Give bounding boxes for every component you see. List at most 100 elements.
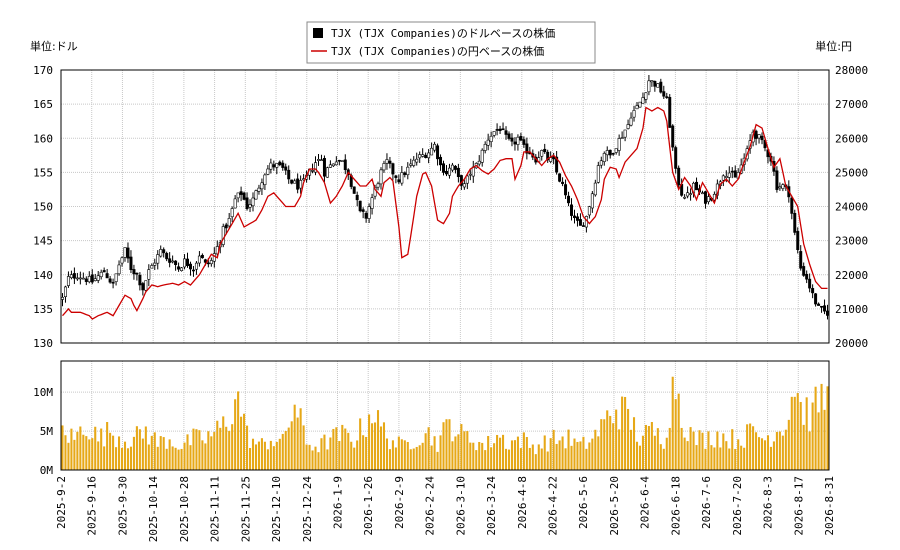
candle-body [400, 172, 404, 184]
volume-bar [147, 444, 150, 470]
legend-jpy-label: TJX (TJX Companies)の円ベースの株価 [331, 44, 544, 58]
candle-body [311, 170, 315, 172]
volume-bar [448, 419, 451, 470]
candle-body [114, 273, 118, 282]
volume-bar [326, 449, 329, 470]
volume-bar [106, 422, 109, 470]
volume-bar [772, 441, 775, 470]
volume-bar [88, 439, 91, 470]
candle-body [662, 91, 666, 97]
volume-bar [725, 441, 728, 470]
volume-bar [641, 435, 644, 470]
volume-bar [129, 446, 132, 470]
volume-bar [463, 431, 466, 470]
volume-bar [171, 446, 174, 470]
candle-body [156, 254, 160, 264]
volume-bar [231, 424, 234, 470]
volume-bar [635, 441, 639, 470]
volume-bar [207, 431, 210, 470]
candle-body [733, 170, 737, 178]
left-tick-label: 150 [33, 201, 53, 214]
volume-bar [320, 438, 323, 470]
candle-body [433, 143, 437, 151]
volume-bar [356, 440, 359, 470]
candle-body [108, 278, 112, 283]
volume-bar [61, 425, 64, 470]
candle-body [60, 297, 64, 300]
volume-bar [802, 424, 805, 470]
volume-bar [311, 450, 314, 470]
left-tick-label: 165 [33, 98, 53, 111]
volume-bar [558, 440, 561, 470]
volume-bar [109, 432, 112, 470]
candle-body [611, 153, 615, 155]
volume-bar [650, 422, 653, 470]
candle-body [382, 163, 386, 171]
x-tick-label: 2026-8-3 [762, 476, 775, 529]
candle-body [817, 303, 821, 306]
volume-bar [189, 445, 192, 470]
candle-body [572, 215, 576, 219]
volume-bar [350, 441, 353, 470]
right-tick-label: 25000 [835, 166, 868, 179]
candle-body [552, 156, 556, 160]
candle-body [269, 162, 273, 170]
candle-body [248, 204, 252, 208]
volume-bar [683, 437, 686, 470]
candle-body [251, 197, 255, 207]
volume-bar [219, 427, 222, 470]
volume-bar [183, 442, 186, 470]
candle-body [367, 206, 371, 219]
candle-body [263, 174, 267, 185]
candle-body [686, 192, 690, 197]
x-tick-label: 2026-8-17 [792, 476, 805, 536]
candle-body [361, 209, 365, 212]
x-tick-label: 2026-3-10 [454, 476, 467, 536]
volume-bar [225, 426, 228, 470]
usd-candles [60, 74, 830, 320]
volume-bar [257, 441, 260, 470]
volume-bar [805, 397, 808, 470]
x-tick-label: 2026-4-22 [547, 476, 560, 536]
candle-body [453, 165, 457, 170]
candle-body [436, 145, 440, 160]
volume-bar [752, 426, 755, 470]
volume-bar [689, 427, 692, 470]
candle-body [66, 276, 70, 286]
candle-body [260, 182, 264, 190]
candle-body [391, 163, 395, 175]
candle-body [63, 286, 67, 297]
candle-body [239, 191, 243, 195]
candle-body [379, 169, 383, 185]
candle-body [224, 224, 228, 229]
volume-bar [100, 428, 103, 470]
volume-bar [353, 447, 356, 470]
volume-bar [549, 438, 552, 470]
candle-body [650, 80, 654, 83]
candle-body [590, 193, 594, 209]
volume-bar [341, 424, 344, 470]
candle-body [406, 166, 410, 176]
x-tick-label: 2025-12-24 [301, 476, 314, 543]
volume-bar [415, 446, 418, 470]
left-tick-label: 155 [33, 166, 53, 179]
candle-body [757, 134, 761, 139]
candle-body [203, 259, 207, 263]
volume-bar [403, 440, 406, 470]
candle-body [177, 266, 181, 270]
volume-bar [150, 435, 153, 470]
volume-bar [528, 447, 531, 470]
candle-body [587, 206, 591, 216]
candle-body [290, 179, 294, 184]
candle-body [385, 159, 389, 164]
volume-bar [359, 418, 362, 470]
candle-body [683, 196, 687, 199]
candle-body [376, 183, 380, 188]
candle-body [602, 153, 606, 162]
volume-bar [775, 431, 778, 470]
volume-bar [237, 391, 240, 470]
candle-body [593, 182, 597, 196]
volume-bar [67, 442, 70, 470]
volume-bar [281, 433, 284, 470]
